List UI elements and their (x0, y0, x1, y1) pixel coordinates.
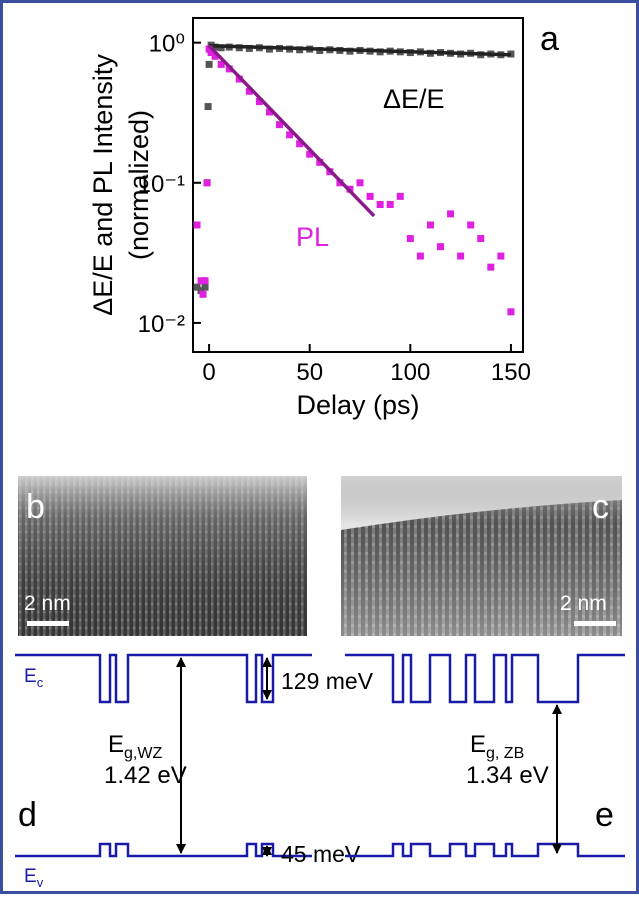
panel-label: e (595, 796, 614, 834)
data-point (203, 179, 211, 187)
data-point (396, 192, 404, 200)
gap-value: 1.42 eV (104, 762, 187, 789)
data-point (204, 103, 212, 111)
y-axis-label: (normalized) (124, 110, 154, 260)
valence-band (345, 842, 625, 858)
data-point (255, 98, 263, 106)
offset-label: 129 meV (281, 668, 374, 694)
gap-value: 1.34 eV (466, 762, 549, 789)
conduction-band (345, 653, 625, 704)
y-tick-label: 10⁰ (149, 31, 185, 58)
data-point (477, 235, 485, 243)
fit-line (209, 44, 511, 57)
data-point (276, 121, 284, 129)
data-point (386, 200, 394, 208)
scale-label: 2 nm (560, 592, 607, 615)
data-point (286, 131, 294, 139)
panel-e: Eg, ZB 1.34 eV e (345, 653, 625, 858)
valence-band (15, 842, 312, 858)
plot-frame (192, 17, 524, 353)
panel-b: b 2 nm (18, 476, 307, 636)
data-point (467, 221, 475, 229)
data-point (201, 283, 209, 291)
data-point (356, 179, 364, 187)
data-point (296, 140, 304, 148)
data-point (217, 60, 225, 68)
gap-label: Eg, ZB (470, 731, 524, 762)
data-point (193, 283, 201, 291)
data-point (426, 221, 434, 229)
offset-label: 45 meV (281, 841, 361, 867)
y-tick-label: 10⁻² (138, 311, 185, 338)
tem-overlay (341, 476, 622, 636)
data-point (193, 221, 201, 229)
series-label: ΔE/E (383, 84, 445, 114)
conduction-band (15, 653, 312, 704)
y-tick-label: 10⁻¹ (138, 171, 185, 198)
panel-label: b (26, 488, 45, 526)
data-point (507, 308, 515, 316)
data-point (457, 252, 465, 260)
chart-a: 10⁰ 10⁻¹ 10⁻² 0 50 100 150 Delay (ps) ΔE/E and P… (88, 17, 559, 420)
band-label: Ec (24, 666, 44, 690)
scale-bar (574, 621, 616, 626)
data-point (205, 60, 213, 68)
panel-d: Ec Ev Eg,WZ 1.42 eV 129 meV 45 meV d (15, 653, 374, 890)
data-point (497, 252, 505, 260)
y-axis-label: ΔE/E and PL Intensity (88, 54, 118, 316)
panel-label: c (592, 488, 609, 526)
data-point (265, 108, 273, 116)
band-label: Ev (24, 866, 44, 890)
x-axis-label: Delay (ps) (296, 390, 419, 420)
panel-label: a (540, 20, 559, 58)
data-point (197, 277, 205, 285)
data-point (416, 252, 424, 260)
x-tick-label: 100 (390, 359, 430, 386)
data-point (245, 87, 253, 95)
scale-label: 2 nm (24, 592, 71, 615)
x-tick-label: 0 (202, 359, 215, 386)
tem-overlay (18, 476, 307, 636)
data-point (201, 277, 209, 285)
fit-line (207, 44, 376, 218)
data-point (487, 263, 495, 271)
data-point (376, 200, 384, 208)
data-point (406, 235, 414, 243)
panel-c: c 2 nm (341, 476, 622, 636)
data-point (306, 150, 314, 158)
panel-label: d (18, 796, 37, 834)
data-point (199, 290, 207, 298)
data-point (207, 49, 215, 57)
gap-label: Eg,WZ (108, 731, 162, 762)
x-tick-label: 50 (296, 359, 323, 386)
scale-bar (27, 621, 69, 626)
x-tick-label: 150 (491, 359, 531, 386)
series-label: PL (296, 222, 329, 252)
data-point (366, 192, 374, 200)
data-point (197, 287, 205, 295)
data-point (437, 243, 444, 251)
data-point (447, 210, 455, 218)
data-point (211, 52, 219, 60)
